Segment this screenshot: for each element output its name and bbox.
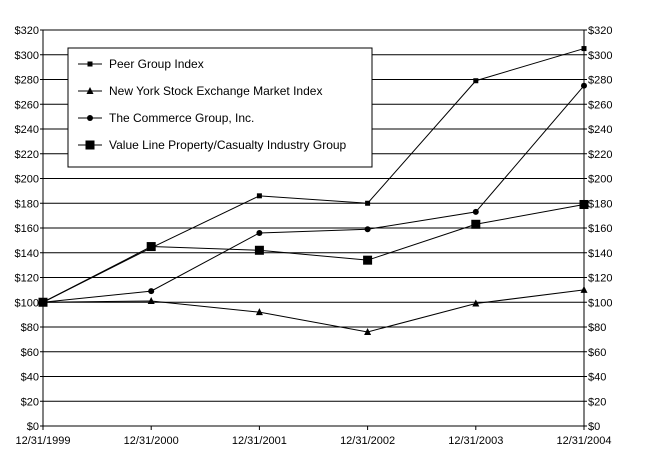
y-tick-label-right: $80	[588, 322, 606, 334]
legend-item: New York Stock Exchange Market Index	[78, 84, 322, 98]
x-tick-label: 12/31/2004	[556, 435, 611, 447]
y-tick-label-left: $320	[15, 25, 39, 37]
y-tick-label-right: $140	[588, 248, 612, 260]
data-point	[472, 299, 480, 307]
legend-label: Value Line Property/Casualty Industry Gr…	[109, 138, 347, 152]
legend-item: The Commerce Group, Inc.	[78, 111, 254, 125]
legend-label: The Commerce Group, Inc.	[109, 111, 254, 125]
legend-item: Peer Group Index	[78, 57, 204, 71]
y-tick-label-right: $180	[588, 198, 612, 210]
y-tick-label-right: $320	[588, 25, 612, 37]
data-point	[473, 78, 479, 84]
data-point	[365, 200, 371, 206]
legend-marker	[87, 61, 93, 67]
legend-item: Value Line Property/Casualty Industry Gr…	[78, 138, 347, 152]
series-line	[42, 289, 585, 333]
x-tick-label: 12/31/2001	[232, 435, 287, 447]
data-point	[255, 308, 263, 316]
y-tick-label-left: $20	[21, 396, 39, 408]
legend-marker	[85, 140, 95, 150]
y-tick-label-left: $160	[15, 223, 39, 235]
x-tick-label: 12/31/1999	[15, 435, 70, 447]
y-tick-label-left: $220	[15, 149, 39, 161]
y-tick-label-left: $100	[15, 297, 39, 309]
legend: Peer Group Index New York Stock Exchange …	[67, 47, 373, 168]
series-1	[39, 285, 588, 335]
x-tick-label: 12/31/2002	[340, 435, 395, 447]
data-point	[256, 229, 263, 236]
data-point	[364, 327, 372, 335]
y-tick-label-right: $40	[588, 372, 606, 384]
y-tick-label-left: $140	[15, 248, 39, 260]
series-line	[42, 85, 585, 303]
y-tick-label-right: $120	[588, 273, 612, 285]
y-tick-label-left: $80	[21, 322, 39, 334]
y-tick-label-right: $280	[588, 75, 612, 87]
y-tick-label-left: $180	[15, 198, 39, 210]
data-point	[364, 226, 371, 233]
legend-marker	[87, 115, 93, 121]
x-tick-label: 12/31/2003	[448, 435, 503, 447]
data-point	[471, 219, 481, 229]
data-point	[148, 288, 155, 295]
y-tick-label-left: $60	[21, 347, 39, 359]
x-tick-label: 12/31/2000	[124, 435, 179, 447]
y-tick-label-left: $200	[15, 174, 39, 186]
series-3	[38, 199, 589, 307]
data-point	[254, 245, 264, 255]
legend-label: Peer Group Index	[109, 57, 204, 71]
y-tick-label-left: $300	[15, 50, 39, 62]
legend-label: New York Stock Exchange Market Index	[109, 84, 322, 98]
y-tick-label-left: $240	[15, 124, 39, 136]
legend-marker	[86, 87, 94, 94]
y-tick-label-left: $280	[15, 75, 39, 87]
y-tick-label-left: $260	[15, 99, 39, 111]
axes: $0 $0 $20 $20 $40 $40 $60 $60 $80 $80 $100 $100 $120…	[15, 25, 613, 447]
plot-border	[42, 29, 585, 427]
y-tick-label-right: $300	[588, 50, 612, 62]
y-tick-label-left: $40	[21, 372, 39, 384]
y-tick-label-right: $200	[588, 174, 612, 186]
data-point	[146, 242, 156, 252]
data-point	[147, 297, 155, 305]
y-tick-label-right: $260	[588, 99, 612, 111]
data-point	[472, 208, 479, 215]
series-line	[42, 48, 585, 303]
y-tick-label-right: $220	[588, 149, 612, 161]
series-line	[42, 203, 585, 303]
y-tick-label-right: $0	[588, 421, 600, 433]
legend-box	[67, 47, 373, 168]
y-tick-label-left: $120	[15, 273, 39, 285]
y-tick-label-left: $0	[27, 421, 39, 433]
data-point	[363, 255, 373, 265]
y-tick-label-right: $160	[588, 223, 612, 235]
y-tick-label-right: $60	[588, 347, 606, 359]
y-tick-label-right: $100	[588, 297, 612, 309]
y-tick-label-right: $240	[588, 124, 612, 136]
y-tick-label-right: $20	[588, 396, 606, 408]
data-point	[256, 193, 262, 199]
